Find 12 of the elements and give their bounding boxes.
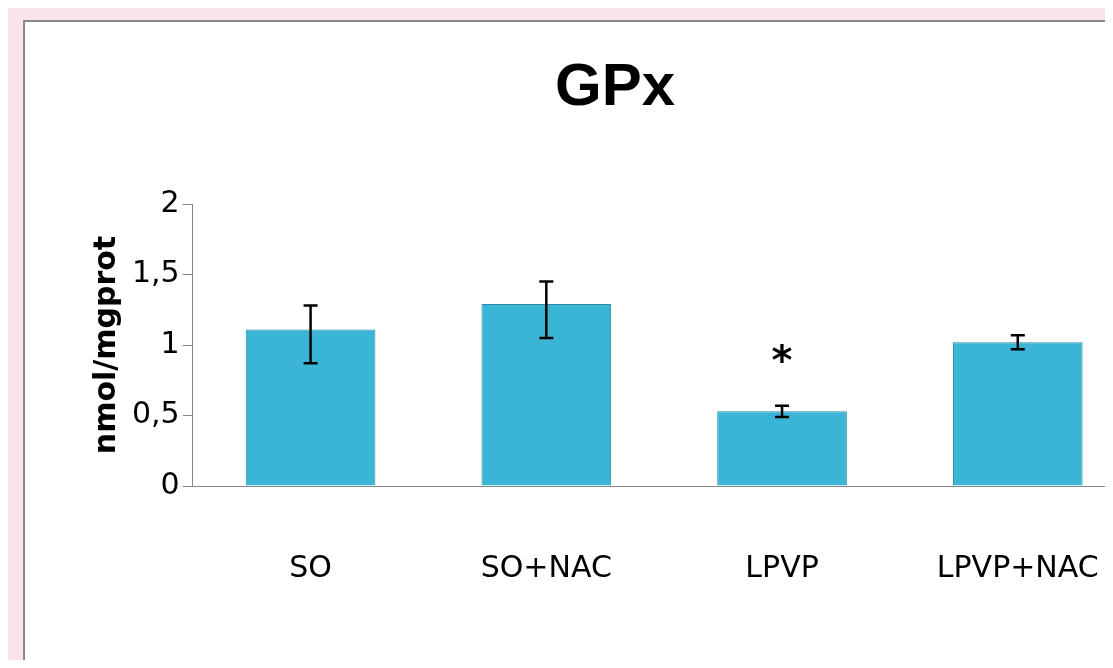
y-tick-label: 2 [160, 183, 180, 219]
chart-title: GPx [554, 50, 676, 118]
y-tick-label: 0 [160, 465, 180, 501]
x-tick-label: SO [289, 548, 332, 584]
annotation: * [771, 337, 793, 384]
y-tick-label: 0,5 [131, 395, 180, 431]
y-tick-label: 1,5 [131, 254, 180, 290]
x-tick-label: LPVP+NAC [936, 548, 1099, 584]
x-tick-label: SO+NAC [480, 548, 612, 584]
y-axis-title: nmol/mgprot [86, 235, 122, 455]
y-tick-label: 1 [160, 324, 180, 360]
x-tick-label: LPVP [745, 548, 819, 584]
